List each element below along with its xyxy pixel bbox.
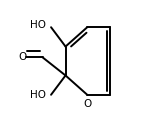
Text: O: O bbox=[18, 52, 26, 62]
Text: O: O bbox=[83, 99, 91, 109]
Text: HO: HO bbox=[30, 90, 46, 100]
Text: HO: HO bbox=[30, 20, 46, 30]
